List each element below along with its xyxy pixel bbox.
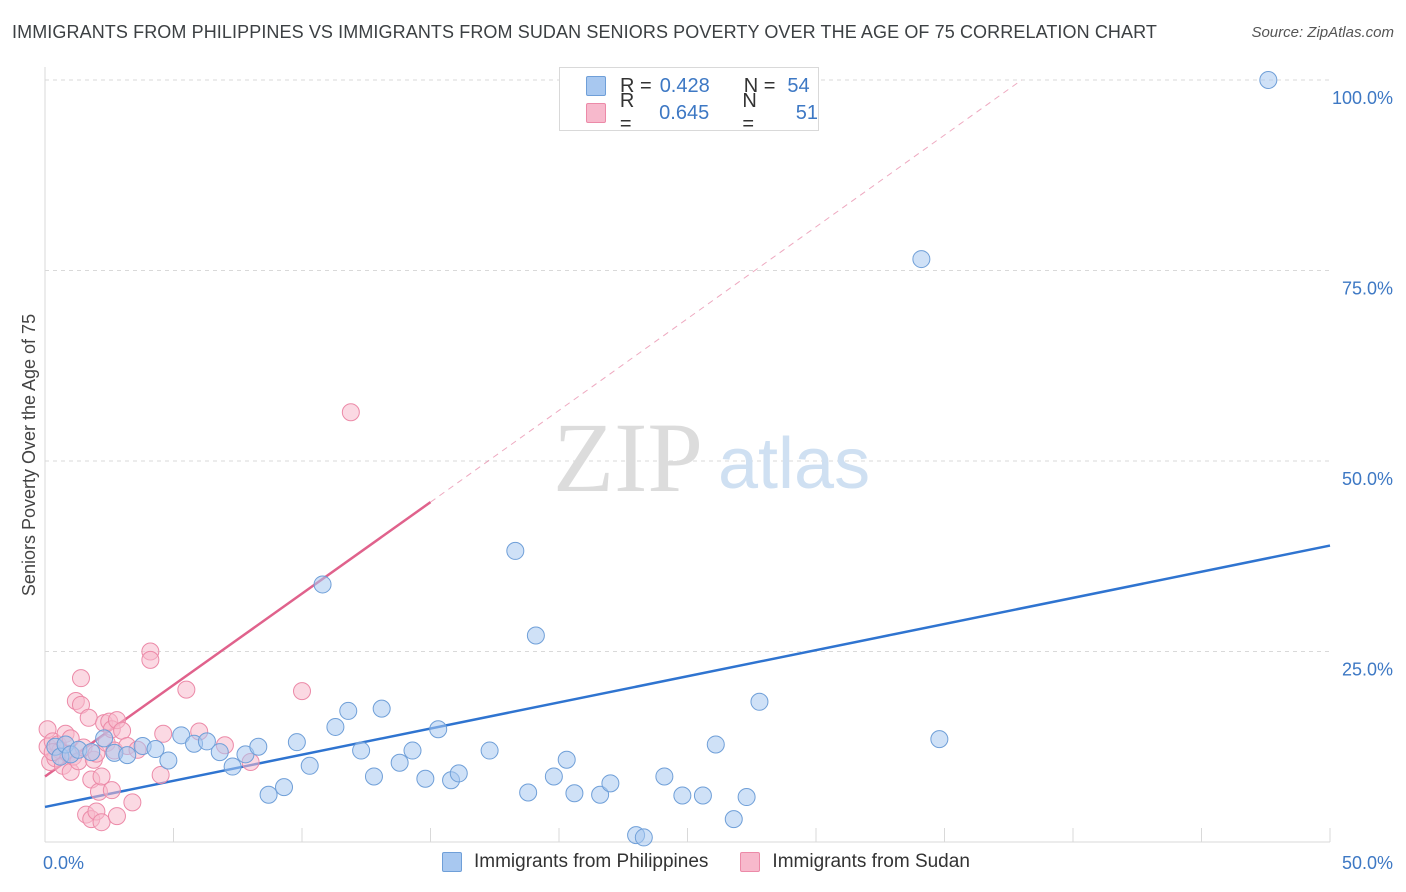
data-point-philippines xyxy=(429,720,448,739)
legend-n-label: N = xyxy=(743,74,776,97)
data-point-philippines xyxy=(210,743,229,762)
data-point-philippines xyxy=(544,767,563,786)
data-point-philippines xyxy=(519,783,538,802)
data-point-philippines xyxy=(339,701,358,720)
data-point-sudan xyxy=(177,680,196,699)
data-point-philippines xyxy=(390,753,409,772)
x-tick-label: 0.0% xyxy=(43,853,84,873)
data-point-sudan xyxy=(113,721,132,740)
x-tick-label: 50.0% xyxy=(1342,853,1393,873)
chart-title: IMMIGRANTS FROM PHILIPPINES VS IMMIGRANT… xyxy=(12,22,1158,42)
axes xyxy=(44,67,1331,843)
data-points xyxy=(38,71,1278,847)
data-point-sudan xyxy=(154,724,173,743)
data-point-philippines xyxy=(159,751,178,770)
data-point-philippines xyxy=(706,735,725,754)
data-point-philippines xyxy=(1259,71,1278,89)
data-point-philippines xyxy=(506,541,525,560)
data-point-philippines xyxy=(557,750,576,769)
y-tick-label: 50.0% xyxy=(1342,469,1393,489)
legend-r-value: 0.645 xyxy=(659,101,710,124)
legend-n-value: 51 xyxy=(795,101,818,124)
watermark-atlas: atlas xyxy=(718,424,870,504)
y-axis-label: Seniors Poverty Over the Age of 75 xyxy=(19,314,39,596)
data-point-philippines xyxy=(300,756,319,775)
legend-row-sudan: R = 0.645 N = 51 xyxy=(586,90,818,135)
legend-item-philippines: Immigrants from Philippines xyxy=(442,851,708,873)
data-point-philippines xyxy=(326,717,345,736)
data-point-philippines xyxy=(526,626,545,645)
data-point-sudan xyxy=(79,708,98,727)
stats-legend: R = 0.428 N = 54 R = 0.645 N = 51 xyxy=(559,67,819,135)
data-point-philippines xyxy=(750,692,769,711)
y-tick-label: 25.0% xyxy=(1342,660,1393,680)
data-point-philippines xyxy=(95,729,114,748)
data-point-philippines xyxy=(352,741,371,760)
watermark-zip: ZIP xyxy=(553,402,703,513)
data-point-philippines xyxy=(403,741,422,760)
data-point-sudan xyxy=(71,669,90,688)
data-point-sudan xyxy=(102,781,121,800)
legend-swatch-philippines xyxy=(586,76,606,96)
data-point-sudan xyxy=(123,793,142,812)
series-legend: Immigrants from Philippines Immigrants f… xyxy=(442,851,1002,873)
legend-label-philippines: Immigrants from Philippines xyxy=(474,851,709,872)
legend-swatch-sudan xyxy=(586,103,606,123)
legend-r-label: R = xyxy=(619,90,635,135)
data-point-philippines xyxy=(172,726,191,745)
data-point-philippines xyxy=(146,740,165,759)
legend-row-philippines: R = 0.428 N = 54 xyxy=(586,74,810,98)
watermark: ZIP atlas xyxy=(553,402,870,513)
legend-r-value: 0.428 xyxy=(659,74,710,97)
data-point-sudan xyxy=(92,813,111,832)
data-point-sudan xyxy=(141,650,160,669)
data-point-philippines xyxy=(118,746,137,765)
data-point-philippines xyxy=(655,767,674,786)
legend-n-value: 54 xyxy=(787,74,810,97)
data-point-sudan xyxy=(151,765,170,784)
data-point-philippines xyxy=(737,788,756,807)
data-point-sudan xyxy=(293,682,311,701)
data-point-sudan xyxy=(92,767,111,786)
data-point-philippines xyxy=(480,741,499,760)
data-point-philippines xyxy=(601,774,620,793)
data-point-philippines xyxy=(693,786,712,805)
data-point-philippines xyxy=(634,828,653,847)
source-credit: Source: ZipAtlas.com xyxy=(1251,24,1394,41)
data-point-philippines xyxy=(565,784,584,803)
data-point-philippines xyxy=(82,743,101,762)
tick-labels: 25.0% 50.0% 75.0% 100.0% 0.0% 50.0% xyxy=(43,88,1393,873)
trend-line-sudan-extension xyxy=(430,79,1022,503)
data-point-philippines xyxy=(313,575,332,594)
legend-swatch-sudan xyxy=(740,852,761,872)
legend-n-label: N = xyxy=(742,90,757,135)
data-point-philippines xyxy=(591,785,610,804)
legend-r-label: R = xyxy=(620,74,652,97)
y-tick-label: 75.0% xyxy=(1342,279,1393,299)
data-point-sudan xyxy=(341,403,360,422)
data-point-philippines xyxy=(259,785,278,804)
data-point-philippines xyxy=(416,769,435,788)
data-point-philippines xyxy=(197,732,216,751)
data-point-philippines xyxy=(287,733,306,752)
data-point-philippines xyxy=(673,786,692,805)
data-point-philippines xyxy=(372,699,391,718)
data-point-philippines xyxy=(724,810,743,829)
data-point-philippines xyxy=(912,250,931,269)
legend-label-sudan: Immigrants from Sudan xyxy=(772,851,970,872)
data-point-philippines xyxy=(249,737,268,756)
data-point-philippines xyxy=(364,767,383,786)
data-point-philippines xyxy=(449,764,468,783)
grid xyxy=(45,79,1330,652)
data-point-sudan xyxy=(107,807,126,826)
data-point-philippines xyxy=(223,757,242,776)
y-tick-label: 100.0% xyxy=(1332,88,1393,108)
legend-item-sudan: Immigrants from Sudan xyxy=(740,851,970,873)
data-point-philippines xyxy=(275,778,294,797)
legend-swatch-philippines xyxy=(442,852,462,872)
data-point-philippines xyxy=(930,730,949,749)
